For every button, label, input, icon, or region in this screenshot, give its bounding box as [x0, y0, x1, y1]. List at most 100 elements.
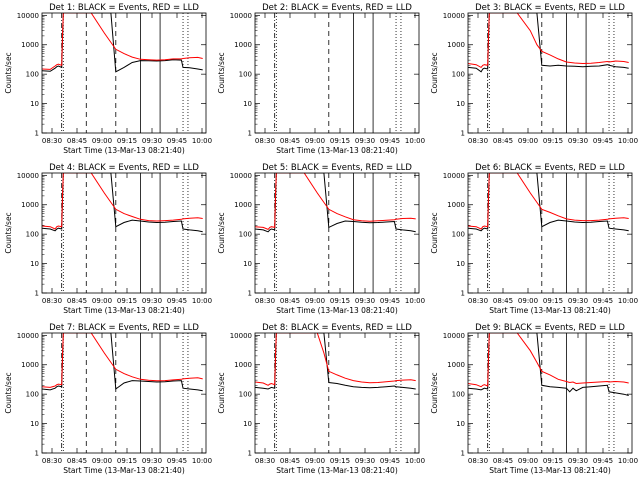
y-tick-label: 10000: [443, 172, 465, 180]
detector-panel-4: Det 4: BLACK = Events, RED = LLD Counts/s…: [0, 160, 213, 320]
x-tick-label: 08:45: [67, 457, 87, 465]
x-tick-label: 08:45: [493, 297, 513, 305]
x-tick-label: 09:30: [568, 297, 588, 305]
detector-chart-4: Det 4: BLACK = Events, RED = LLD Counts/s…: [4, 163, 212, 315]
detector-panel-9: Det 9: BLACK = Events, RED = LLD Counts/s…: [426, 320, 639, 480]
plot-frame: [254, 332, 420, 454]
y-tick-label: 1: [248, 290, 252, 298]
series-lld-line: [42, 13, 203, 70]
y-tick-label: 1000: [447, 41, 465, 49]
chart-title: Det 3: BLACK = Events, RED = LLD: [475, 3, 625, 13]
x-tick-label: 09:00: [518, 137, 538, 145]
detector-chart-3: Det 3: BLACK = Events, RED = LLD Counts/s…: [430, 3, 638, 145]
plot-frame: [41, 172, 207, 294]
detector-panel-7: Det 7: BLACK = Events, RED = LLD Counts/s…: [0, 320, 213, 480]
detector-panel-1: Det 1: BLACK = Events, RED = LLD Counts/s…: [0, 0, 213, 160]
y-tick-label: 100: [26, 391, 39, 399]
x-tick-label: 09:30: [142, 137, 162, 145]
y-tick-label: 10000: [443, 332, 465, 340]
series-lld-line: [42, 333, 203, 388]
detector-panel-6: Det 6: BLACK = Events, RED = LLD Counts/s…: [426, 160, 639, 320]
y-tick-label: 10000: [230, 12, 252, 20]
y-tick-label: 1: [35, 290, 39, 298]
x-tick-label: 09:45: [167, 137, 187, 145]
x-tick-label: 10:00: [192, 297, 212, 305]
detector-chart-1: Det 1: BLACK = Events, RED = LLD Counts/s…: [4, 3, 212, 155]
y-tick-label: 1000: [447, 361, 465, 369]
x-axis-label: Start Time (13-Mar-13 08:21:40): [276, 146, 398, 155]
x-tick-label: 09:45: [167, 457, 187, 465]
x-tick-label: 09:15: [543, 457, 563, 465]
y-tick-label: 1000: [234, 361, 252, 369]
y-tick-label: 10000: [17, 172, 39, 180]
series-events-line: [255, 333, 416, 390]
x-tick-label: 09:45: [593, 137, 613, 145]
x-tick-label: 09:00: [92, 297, 112, 305]
detector-panel-8: Det 8: BLACK = Events, RED = LLD Counts/s…: [213, 320, 426, 480]
x-tick-label: 09:15: [330, 297, 350, 305]
y-tick-label: 100: [26, 231, 39, 239]
chart-title: Det 2: BLACK = Events, RED = LLD: [262, 3, 412, 13]
plot-frame: [41, 332, 207, 454]
x-tick-label: 09:45: [380, 297, 400, 305]
plot-frame: [467, 332, 633, 454]
series-lld-line: [42, 173, 203, 230]
x-tick-label: 09:45: [593, 297, 613, 305]
x-tick-label: 10:00: [618, 297, 638, 305]
plot-frame: [254, 172, 420, 294]
detector-chart-6: Det 6: BLACK = Events, RED = LLD Counts/s…: [430, 163, 638, 315]
x-axis-label: Start Time (13-Mar-13 08:21:40): [63, 306, 185, 315]
x-tick-label: 08:45: [493, 457, 513, 465]
x-tick-label: 08:30: [255, 457, 275, 465]
x-tick-label: 09:30: [355, 297, 375, 305]
y-axis-label: Counts/sec: [217, 212, 226, 253]
y-tick-label: 100: [452, 231, 465, 239]
y-tick-label: 1000: [21, 41, 39, 49]
x-tick-label: 09:15: [543, 297, 563, 305]
x-tick-label: 09:30: [568, 457, 588, 465]
x-tick-label: 08:30: [468, 297, 488, 305]
x-tick-label: 09:45: [167, 297, 187, 305]
y-tick-label: 100: [26, 71, 39, 79]
series-lld-line: [468, 13, 629, 69]
x-tick-label: 09:00: [305, 457, 325, 465]
x-tick-label: 09:00: [305, 297, 325, 305]
y-tick-label: 1: [461, 450, 465, 458]
x-tick-label: 09:15: [330, 457, 350, 465]
y-axis-label: Counts/sec: [4, 212, 13, 253]
y-axis-label: Counts/sec: [430, 372, 439, 413]
y-tick-label: 10000: [443, 12, 465, 20]
detector-panel-3: Det 3: BLACK = Events, RED = LLD Counts/s…: [426, 0, 639, 160]
x-tick-label: 09:00: [92, 137, 112, 145]
chart-title: Det 7: BLACK = Events, RED = LLD: [49, 323, 199, 333]
y-tick-label: 10: [243, 420, 252, 428]
series-events-line: [255, 173, 416, 233]
detector-panel-5: Det 5: BLACK = Events, RED = LLD Counts/s…: [213, 160, 426, 320]
x-axis-label: Start Time (13-Mar-13 08:21:40): [63, 146, 185, 155]
detector-chart-7: Det 7: BLACK = Events, RED = LLD Counts/s…: [4, 323, 212, 475]
y-tick-label: 10: [30, 100, 39, 108]
y-tick-label: 100: [239, 231, 252, 239]
x-tick-label: 08:30: [42, 297, 62, 305]
x-tick-label: 09:45: [380, 457, 400, 465]
x-tick-label: 08:30: [255, 137, 275, 145]
y-axis-label: Counts/sec: [4, 52, 13, 93]
y-tick-label: 1000: [447, 201, 465, 209]
y-axis-label: Counts/sec: [217, 52, 226, 93]
x-axis-label: Start Time (13-Mar-13 08:21:40): [63, 466, 185, 475]
x-tick-label: 10:00: [405, 297, 425, 305]
x-tick-label: 09:00: [518, 297, 538, 305]
x-tick-label: 10:00: [405, 137, 425, 145]
y-tick-label: 1: [461, 130, 465, 138]
y-tick-label: 10: [30, 260, 39, 268]
y-tick-label: 1000: [21, 361, 39, 369]
x-tick-label: 08:45: [280, 137, 300, 145]
series-lld-line: [255, 333, 416, 386]
chart-title: Det 4: BLACK = Events, RED = LLD: [49, 163, 199, 173]
detector-chart-2: Det 2: BLACK = Events, RED = LLD Counts/s…: [217, 3, 425, 155]
y-axis-label: Counts/sec: [430, 212, 439, 253]
x-tick-label: 10:00: [618, 137, 638, 145]
y-tick-label: 10: [243, 260, 252, 268]
chart-title: Det 5: BLACK = Events, RED = LLD: [262, 163, 412, 173]
series-events-line: [42, 333, 203, 392]
